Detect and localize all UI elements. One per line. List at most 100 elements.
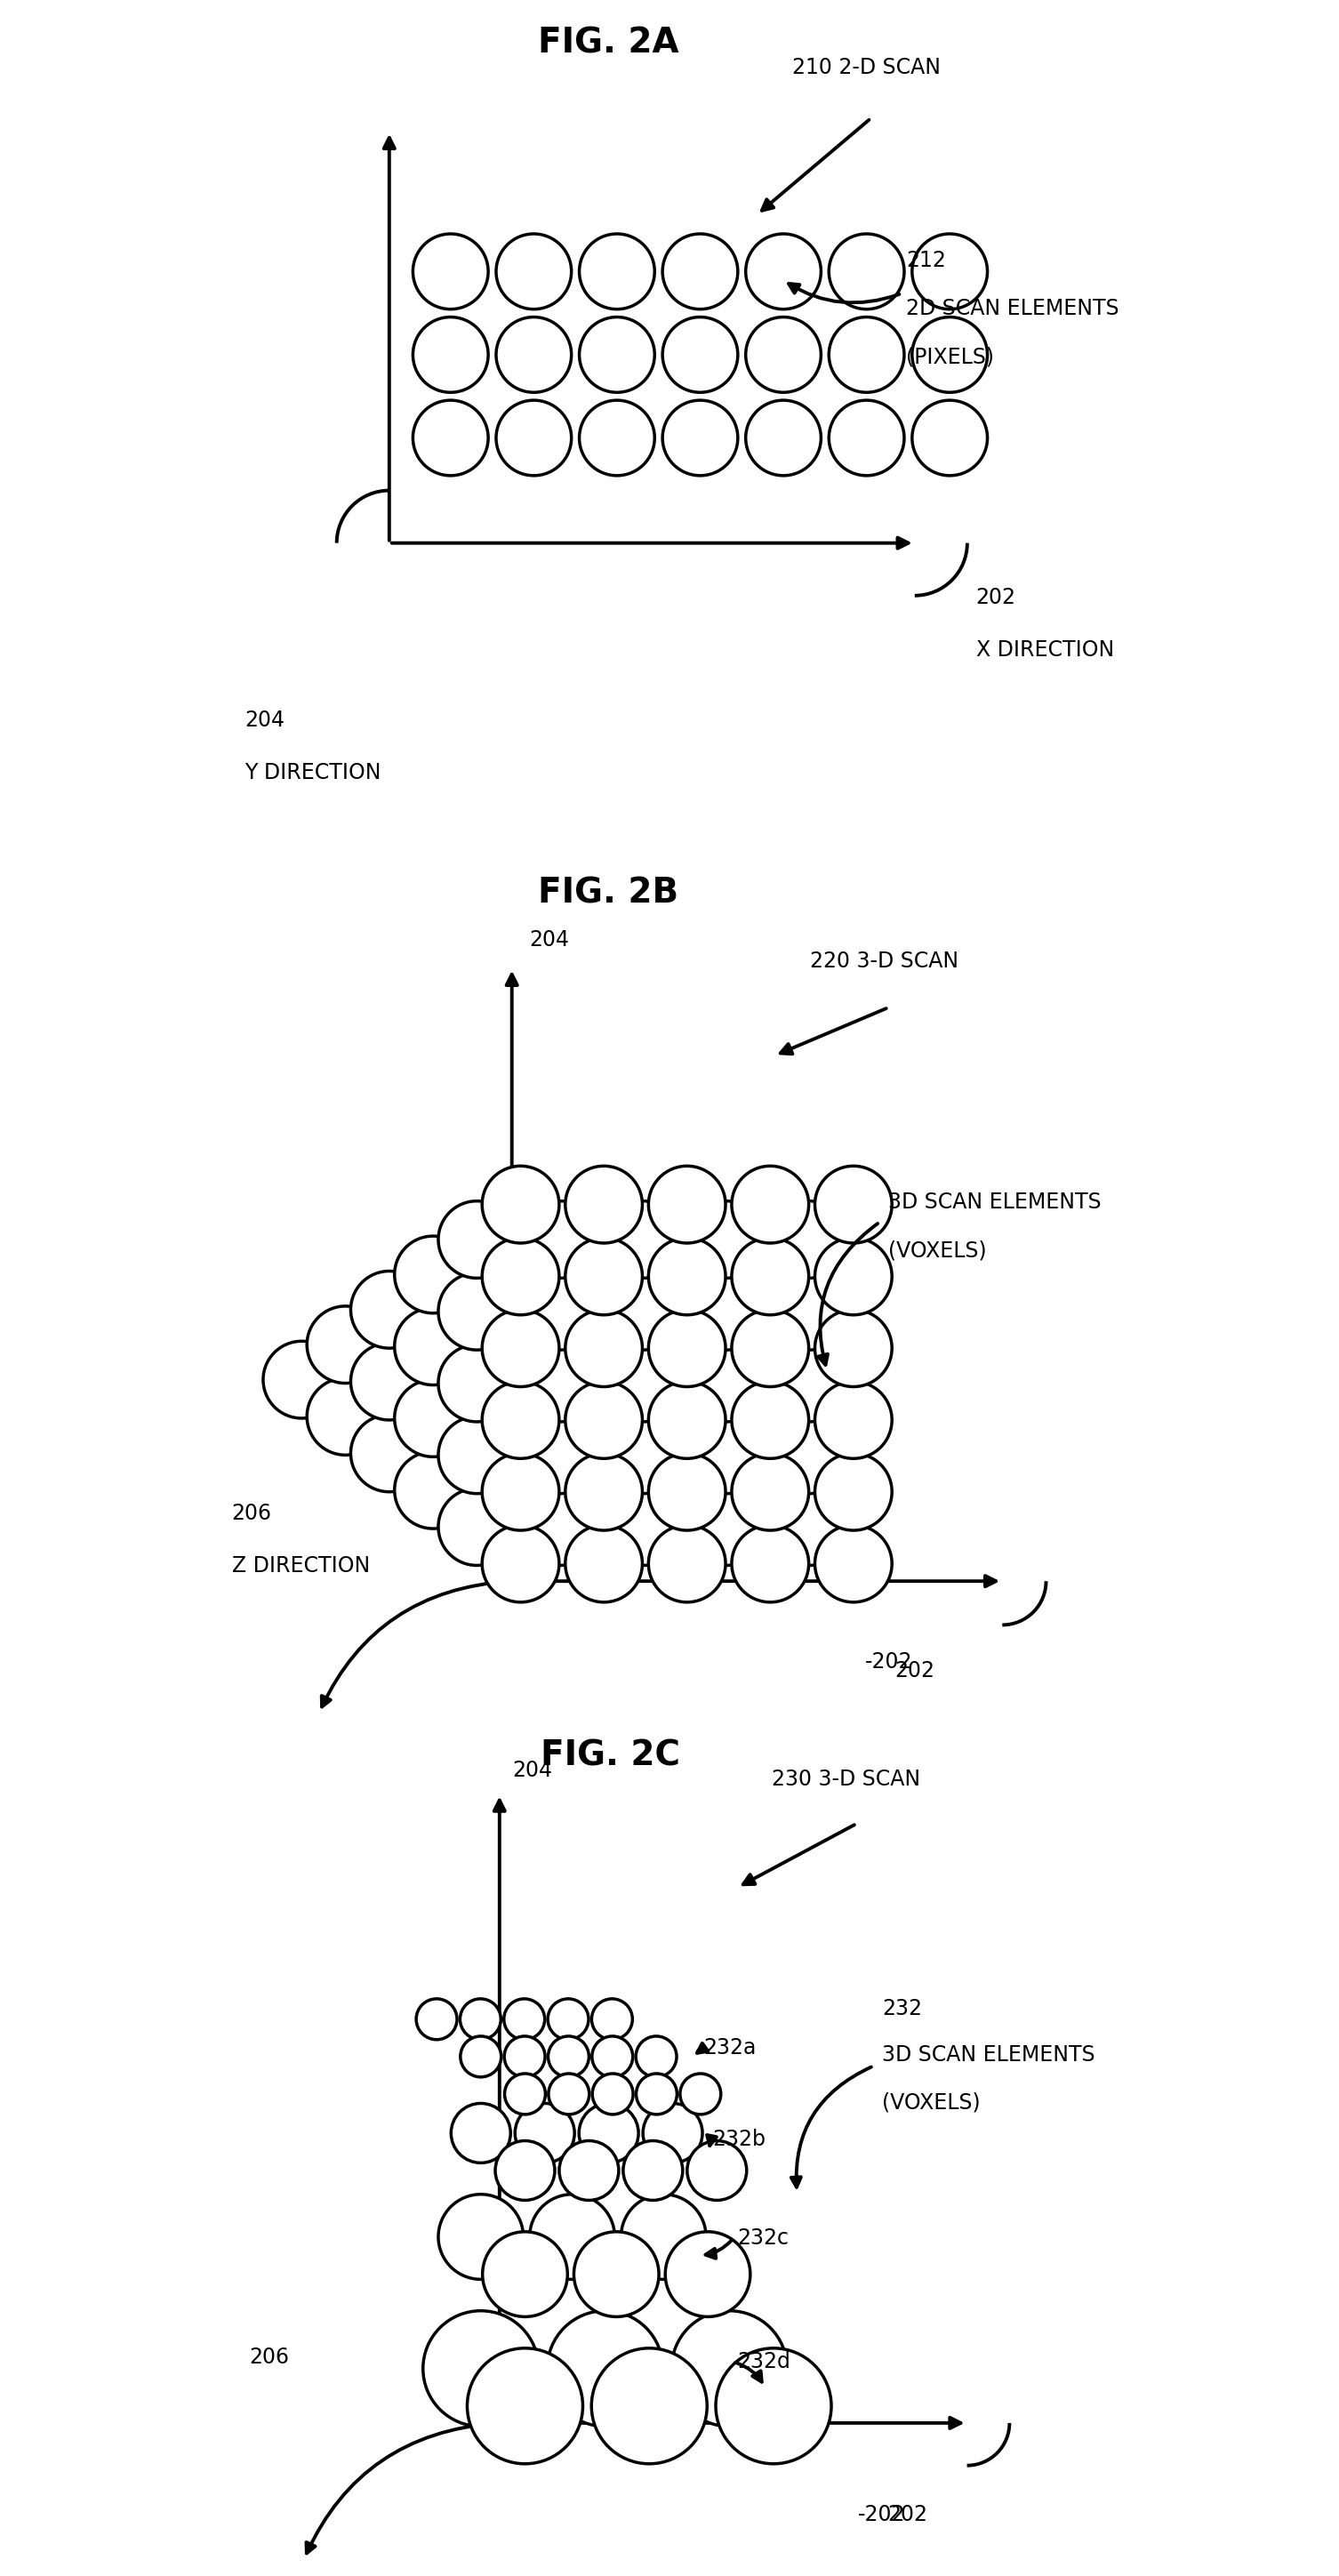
Ellipse shape [521,1345,599,1422]
Ellipse shape [473,1306,550,1383]
Ellipse shape [592,1999,632,2040]
Ellipse shape [495,2141,554,2200]
Ellipse shape [663,399,738,477]
Ellipse shape [605,1417,682,1494]
Ellipse shape [395,1309,471,1386]
Ellipse shape [557,1306,633,1383]
Ellipse shape [815,1239,892,1314]
Text: Z DIRECTION: Z DIRECTION [232,1556,370,1577]
Ellipse shape [574,2231,659,2316]
Ellipse shape [731,1309,809,1386]
Ellipse shape [648,1167,726,1244]
Ellipse shape [665,2231,750,2316]
Ellipse shape [513,1342,589,1419]
Ellipse shape [829,399,904,477]
Ellipse shape [517,1270,595,1347]
Ellipse shape [497,399,572,477]
Text: (PIXELS): (PIXELS) [907,345,994,368]
Ellipse shape [771,1273,848,1350]
Ellipse shape [395,1236,471,1314]
Ellipse shape [815,1167,892,1244]
Ellipse shape [517,1342,595,1419]
Ellipse shape [561,1236,637,1314]
Ellipse shape [557,1378,633,1455]
Ellipse shape [688,1489,765,1566]
Ellipse shape [503,1999,545,2040]
Ellipse shape [596,1342,674,1419]
Ellipse shape [467,2349,582,2463]
Ellipse shape [815,1453,892,1530]
Ellipse shape [815,1525,892,1602]
Ellipse shape [771,1489,848,1566]
Ellipse shape [640,1306,716,1383]
Ellipse shape [565,1309,643,1386]
Ellipse shape [517,1414,595,1492]
Ellipse shape [478,1236,554,1314]
Ellipse shape [605,1489,682,1566]
Ellipse shape [565,1525,643,1602]
Ellipse shape [688,1273,765,1350]
Ellipse shape [438,1489,516,1566]
Ellipse shape [912,317,987,392]
Ellipse shape [672,2311,787,2427]
Ellipse shape [829,317,904,392]
Ellipse shape [390,1306,467,1383]
Text: FIG. 2C: FIG. 2C [540,1739,680,1772]
Ellipse shape [497,234,572,309]
Ellipse shape [663,317,738,392]
Ellipse shape [731,1239,809,1314]
Ellipse shape [516,2105,574,2164]
Ellipse shape [482,1309,560,1386]
Text: 2D SCAN ELEMENTS: 2D SCAN ELEMENTS [907,299,1119,319]
Ellipse shape [351,1414,427,1492]
Text: 3D SCAN ELEMENTS: 3D SCAN ELEMENTS [889,1190,1102,1213]
Ellipse shape [731,1453,809,1530]
Text: 232b: 232b [712,2128,766,2151]
Ellipse shape [688,1345,765,1422]
Ellipse shape [548,1999,589,2040]
Ellipse shape [912,234,987,309]
Ellipse shape [451,2105,510,2164]
Ellipse shape [731,1167,809,1244]
Ellipse shape [683,1414,761,1492]
Text: 230 3-D SCAN: 230 3-D SCAN [771,1770,920,1790]
Ellipse shape [561,1309,637,1386]
Ellipse shape [434,1270,511,1347]
Ellipse shape [746,399,821,477]
Ellipse shape [351,1270,427,1347]
Ellipse shape [395,1450,471,1528]
Ellipse shape [482,1525,560,1602]
Ellipse shape [565,1167,643,1244]
Text: (VOXELS): (VOXELS) [882,2092,980,2112]
Ellipse shape [688,1417,765,1494]
Ellipse shape [912,399,987,477]
Ellipse shape [621,2195,706,2280]
Text: FIG. 2B: FIG. 2B [538,876,679,909]
Ellipse shape [600,1342,678,1419]
Ellipse shape [648,1381,726,1458]
Ellipse shape [482,2231,568,2316]
Ellipse shape [461,2035,501,2076]
Text: 220 3-D SCAN: 220 3-D SCAN [810,951,959,971]
Ellipse shape [727,1236,805,1314]
Ellipse shape [644,1309,722,1386]
Ellipse shape [680,2074,720,2115]
Ellipse shape [565,1381,643,1458]
Text: 206: 206 [249,2347,289,2367]
Ellipse shape [412,317,489,392]
Ellipse shape [771,1417,848,1494]
Ellipse shape [521,1489,599,1566]
Ellipse shape [395,1381,471,1458]
Text: 202: 202 [894,1659,935,1682]
Ellipse shape [648,1309,726,1386]
Ellipse shape [648,1525,726,1602]
Ellipse shape [505,2074,545,2115]
Ellipse shape [482,1167,560,1244]
Ellipse shape [434,1414,511,1492]
Text: 204: 204 [245,708,285,732]
Ellipse shape [592,2349,707,2463]
Ellipse shape [416,1999,457,2040]
Ellipse shape [644,1450,722,1528]
Ellipse shape [549,2074,589,2115]
Ellipse shape [648,1453,726,1530]
